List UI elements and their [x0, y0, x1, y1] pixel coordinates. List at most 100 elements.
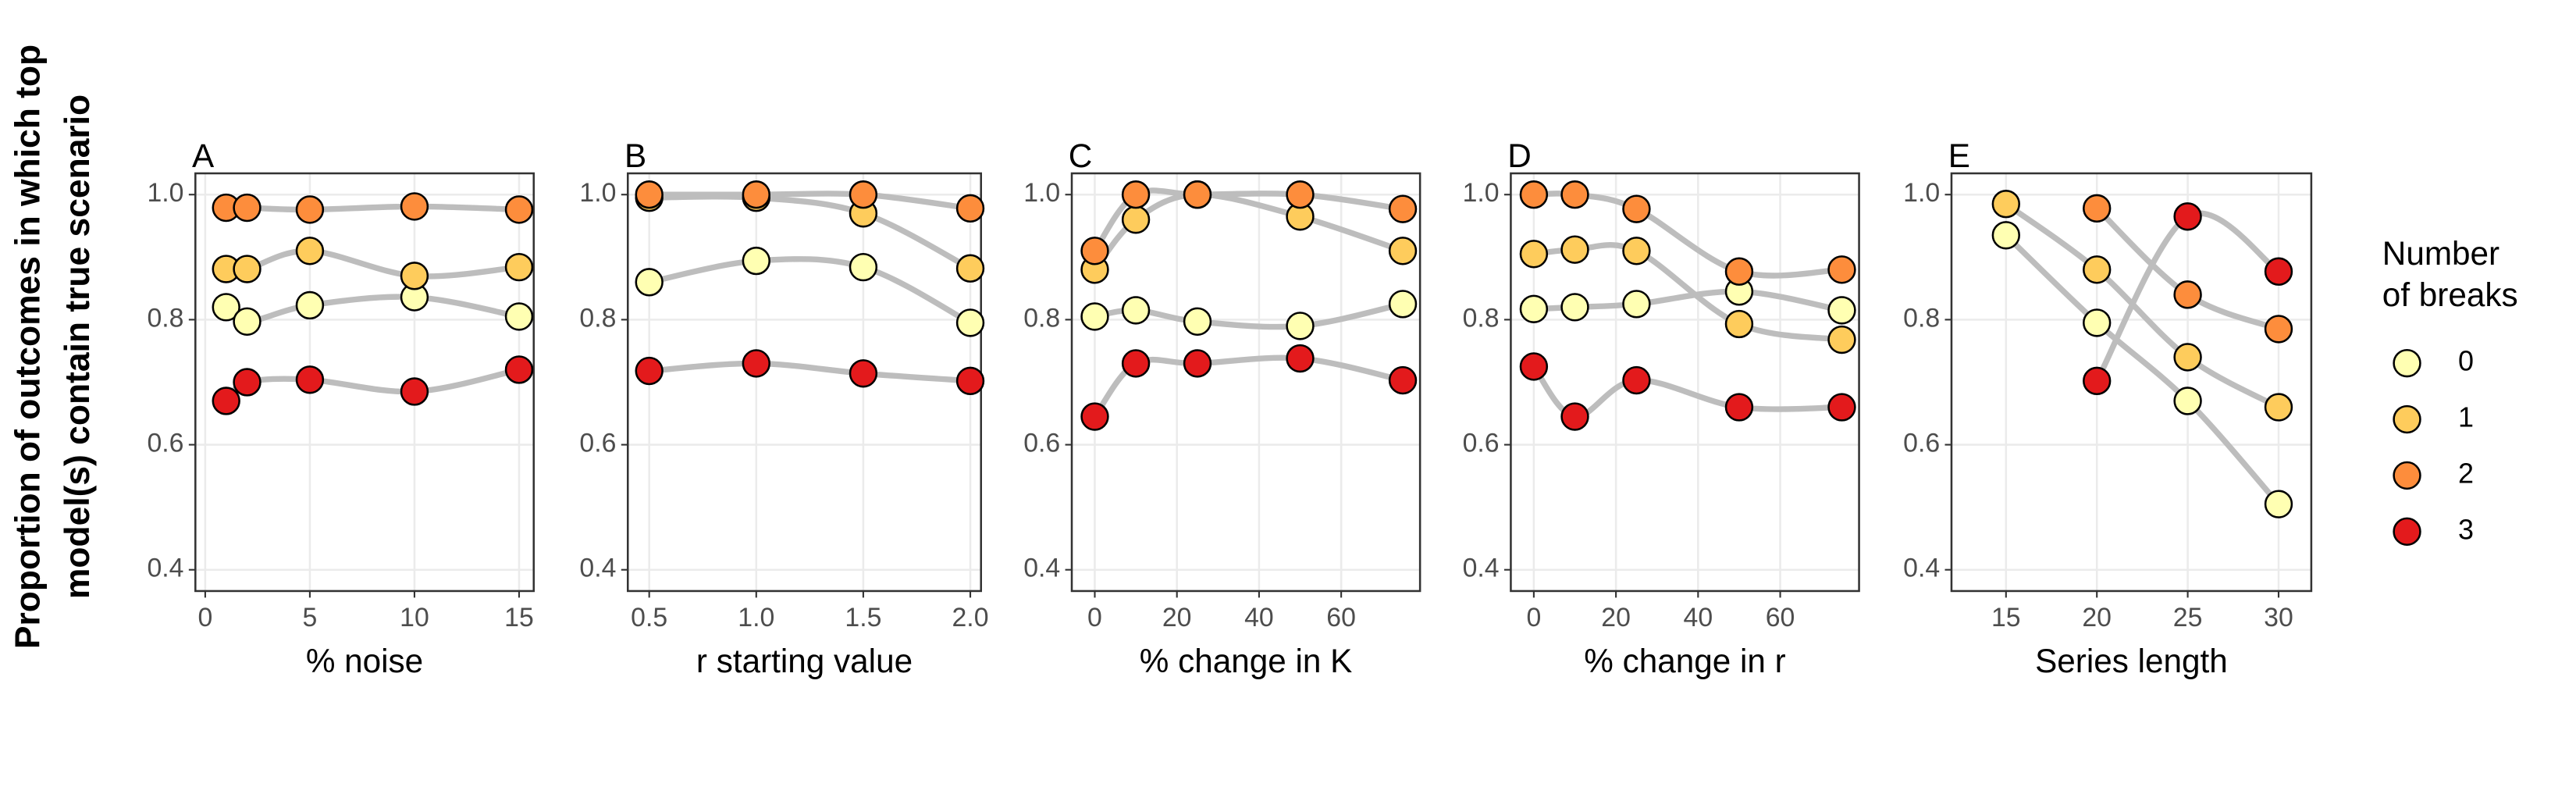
x-tick-label: 60: [1766, 603, 1795, 632]
point: [1080, 302, 1109, 331]
point: [955, 194, 985, 223]
point: [2173, 387, 2202, 415]
point: [1724, 393, 1754, 422]
point: [2083, 308, 2112, 337]
point: [295, 237, 325, 265]
y-tick-label: 0.8: [1903, 303, 1940, 333]
x-tick-label: 60: [1326, 603, 1356, 632]
y-axis-title-line: Proportion of outcomes in which top: [9, 45, 48, 649]
point: [1622, 365, 1651, 395]
x-tick-label: 20: [1162, 603, 1192, 632]
panel-label: B: [624, 137, 646, 174]
x-tick-label: 30: [2264, 603, 2293, 632]
point: [1991, 221, 2020, 250]
x-axis-title: % change in K: [1140, 643, 1353, 679]
point: [2083, 366, 2112, 396]
y-tick-label: 1.0: [579, 178, 616, 208]
point: [1121, 205, 1151, 234]
point: [1519, 180, 1549, 209]
x-tick-label: 0.5: [631, 603, 667, 632]
x-tick-label: 20: [2082, 603, 2112, 632]
y-tick-label: 0.4: [579, 554, 616, 583]
y-tick-label: 0.8: [579, 303, 616, 333]
point: [2264, 315, 2293, 344]
x-tick-label: 1.5: [845, 603, 881, 632]
y-tick-label: 0.6: [1023, 428, 1060, 458]
point: [400, 192, 429, 221]
point: [635, 268, 664, 297]
panel-border: [1070, 172, 1421, 593]
y-axis-title: Proportion of outcomes in which top mode…: [9, 45, 97, 649]
point: [1388, 290, 1418, 319]
point: [2173, 280, 2202, 309]
legend-title: Number: [2382, 235, 2500, 272]
legend-label: 0: [2458, 345, 2474, 377]
y-tick-label: 0.6: [579, 428, 616, 458]
point: [400, 377, 429, 406]
point: [1622, 290, 1651, 319]
point: [955, 254, 985, 283]
point: [1519, 352, 1549, 381]
point: [1560, 402, 1589, 431]
point: [400, 262, 429, 290]
point: [233, 255, 262, 283]
y-tick-label: 0.4: [1463, 554, 1500, 583]
x-tick-label: 40: [1244, 603, 1274, 632]
point: [2083, 255, 2112, 284]
x-tick-label: 10: [400, 603, 429, 632]
point: [233, 307, 262, 336]
x-axis-title: r starting value: [696, 643, 913, 679]
trend-line: [646, 191, 973, 212]
point: [635, 180, 664, 209]
point: [1286, 312, 1315, 340]
point: [1121, 296, 1151, 325]
point: [1827, 255, 1856, 284]
point: [742, 349, 770, 378]
y-tick-label: 1.0: [147, 178, 183, 208]
point: [1080, 237, 1109, 265]
point: [742, 246, 770, 276]
trend-line: [223, 203, 522, 213]
point: [504, 195, 534, 224]
legend-swatch: [2393, 348, 2421, 378]
x-tick-label: 2.0: [952, 603, 989, 632]
panel-label: D: [1507, 137, 1532, 174]
point: [1519, 240, 1549, 269]
point: [212, 387, 240, 415]
point: [2264, 257, 2293, 286]
point: [2173, 343, 2202, 372]
legend-swatch: [2393, 404, 2421, 434]
x-tick-label: 0: [1526, 603, 1541, 632]
point: [1121, 349, 1151, 378]
point: [295, 195, 325, 224]
legend-label: 2: [2458, 457, 2474, 489]
point: [2264, 490, 2293, 518]
point: [1724, 309, 1754, 339]
legend-swatch: [2393, 461, 2421, 490]
y-tick-label: 0.4: [1023, 554, 1060, 583]
y-tick-label: 0.6: [1903, 428, 1940, 458]
point: [504, 252, 534, 282]
point: [2173, 202, 2202, 231]
point: [1827, 296, 1856, 325]
y-tick-label: 1.0: [1903, 178, 1940, 208]
panel-border: [1510, 172, 1860, 593]
y-tick-label: 0.6: [147, 428, 183, 458]
point: [1724, 257, 1754, 286]
y-tick-label: 1.0: [1023, 178, 1060, 208]
y-tick-label: 0.8: [1023, 303, 1060, 333]
x-tick-label: 0: [1087, 603, 1102, 632]
point: [1827, 325, 1856, 354]
point: [1560, 180, 1589, 209]
point: [1622, 194, 1651, 223]
x-tick-label: 40: [1684, 603, 1713, 632]
trend-line: [2003, 201, 2282, 411]
y-axis-title-line: model(s) contain true scenario: [59, 94, 97, 599]
point: [295, 290, 325, 320]
panel-label: A: [192, 137, 215, 174]
point: [1388, 365, 1418, 395]
panel-label: C: [1069, 137, 1093, 174]
point: [1560, 293, 1589, 322]
